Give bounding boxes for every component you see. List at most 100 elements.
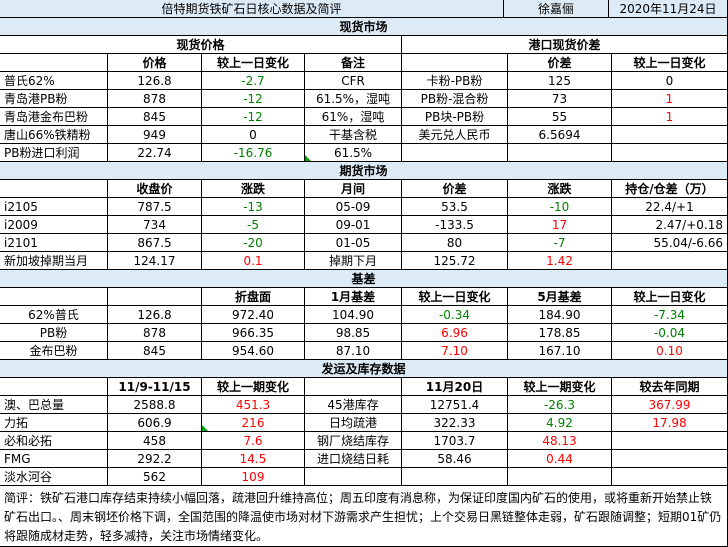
spot-change[interactable]: -2.7 — [202, 72, 305, 90]
spread-value[interactable]: 73 — [508, 90, 612, 108]
basis-col-jan[interactable]: 1月基差 — [305, 288, 402, 306]
stock-value[interactable] — [402, 468, 508, 486]
basis-disc[interactable]: 972.40 — [202, 306, 305, 324]
futures-col-change[interactable]: 涨跌 — [202, 180, 305, 198]
stock-change[interactable] — [508, 468, 612, 486]
futures-spread-change[interactable]: 17 — [508, 216, 612, 234]
spread-value[interactable]: 125 — [508, 72, 612, 90]
shipping-change[interactable]: 216 — [202, 414, 305, 432]
futures-close[interactable]: 787.5 — [108, 198, 202, 216]
spot-name[interactable]: 普氏62% — [0, 72, 108, 90]
shipping-change[interactable]: 109 — [202, 468, 305, 486]
stock-col-change[interactable]: 较上一期变化 — [508, 378, 612, 396]
stock-value[interactable]: 58.46 — [402, 450, 508, 468]
spot-col-price[interactable]: 价格 — [108, 54, 202, 72]
spot-change[interactable]: 0 — [202, 126, 305, 144]
stock-change[interactable]: 0.44 — [508, 450, 612, 468]
shipping-col-name[interactable] — [0, 378, 108, 396]
spread-name[interactable] — [402, 144, 508, 162]
spot-note[interactable]: 61.5% — [305, 144, 402, 162]
basis-may[interactable]: 178.85 — [508, 324, 612, 342]
basis-may[interactable]: 184.90 — [508, 306, 612, 324]
futures-oi[interactable] — [612, 252, 728, 270]
basis-jan[interactable]: 104.90 — [305, 306, 402, 324]
spread-col-name[interactable] — [402, 54, 508, 72]
futures-close[interactable]: 124.17 — [108, 252, 202, 270]
shipping-name[interactable]: FMG — [0, 450, 108, 468]
stock-yoy[interactable]: 17.98 — [612, 414, 728, 432]
spot-note[interactable]: CFR — [305, 72, 402, 90]
spread-name[interactable]: 卡粉-PB粉 — [402, 72, 508, 90]
shipping-name[interactable]: 澳、巴总量 — [0, 396, 108, 414]
spread-change[interactable]: 1 — [612, 90, 728, 108]
stock-change[interactable]: -26.3 — [508, 396, 612, 414]
basis-col-may-change[interactable]: 较上一日变化 — [612, 288, 728, 306]
basis-jan-change[interactable]: 7.10 — [402, 342, 508, 360]
spread-value[interactable]: 55 — [508, 108, 612, 126]
shipping-change[interactable]: 451.3 — [202, 396, 305, 414]
futures-change[interactable]: 0.1 — [202, 252, 305, 270]
spread-name[interactable]: 美元兑人民币 — [402, 126, 508, 144]
futures-name[interactable]: i2101 — [0, 234, 108, 252]
futures-change[interactable]: -5 — [202, 216, 305, 234]
futures-spread[interactable]: 125.72 — [402, 252, 508, 270]
basis-name[interactable]: 62%普氏 — [0, 306, 108, 324]
stock-yoy[interactable] — [612, 432, 728, 450]
spot-price[interactable]: 126.8 — [108, 72, 202, 90]
port-spread-heading[interactable]: 港口现货价差 — [402, 36, 728, 54]
shipping-value[interactable]: 562 — [108, 468, 202, 486]
futures-col-spread[interactable]: 价差 — [402, 180, 508, 198]
futures-pair[interactable]: 05-09 — [305, 198, 402, 216]
stock-name[interactable]: 进口烧结日耗 — [305, 450, 402, 468]
shipping-heading[interactable]: 发运及库存数据 — [0, 360, 728, 378]
report-title[interactable]: 倍特期货铁矿石日核心数据及简评 — [0, 0, 504, 18]
spot-note[interactable]: 干基含税 — [305, 126, 402, 144]
futures-spread[interactable]: 53.5 — [402, 198, 508, 216]
futures-close[interactable]: 867.5 — [108, 234, 202, 252]
spot-change[interactable]: -12 — [202, 90, 305, 108]
spot-name[interactable]: 青岛港金布巴粉 — [0, 108, 108, 126]
futures-col-month-spread[interactable]: 月间 — [305, 180, 402, 198]
stock-yoy[interactable] — [612, 450, 728, 468]
futures-col-close[interactable]: 收盘价 — [108, 180, 202, 198]
shipping-col-period[interactable]: 11/9-11/15 — [108, 378, 202, 396]
basis-heading[interactable]: 基差 — [0, 270, 728, 288]
basis-jan[interactable]: 98.85 — [305, 324, 402, 342]
futures-name[interactable]: i2009 — [0, 216, 108, 234]
futures-oi[interactable]: 55.04/-6.66 — [612, 234, 728, 252]
spot-col-change[interactable]: 较上一日变化 — [202, 54, 305, 72]
basis-name[interactable]: PB粉 — [0, 324, 108, 342]
basis-name[interactable]: 金布巴粉 — [0, 342, 108, 360]
basis-price[interactable]: 845 — [108, 342, 202, 360]
shipping-name[interactable]: 必和必拓 — [0, 432, 108, 450]
stock-col-yoy[interactable]: 较去年同期 — [612, 378, 728, 396]
futures-spread-change[interactable]: -7 — [508, 234, 612, 252]
stock-value[interactable]: 1703.7 — [402, 432, 508, 450]
futures-name[interactable]: i2105 — [0, 198, 108, 216]
stock-name[interactable] — [305, 468, 402, 486]
futures-pair[interactable]: 09-01 — [305, 216, 402, 234]
stock-yoy[interactable]: 367.99 — [612, 396, 728, 414]
spot-col-note[interactable]: 备注 — [305, 54, 402, 72]
basis-jan[interactable]: 87.10 — [305, 342, 402, 360]
futures-close[interactable]: 734 — [108, 216, 202, 234]
basis-col-name[interactable] — [0, 288, 108, 306]
stock-col-name[interactable] — [305, 378, 402, 396]
stock-change[interactable]: 48.13 — [508, 432, 612, 450]
spot-name[interactable]: 青岛港PB粉 — [0, 90, 108, 108]
futures-oi[interactable]: 22.4/+1 — [612, 198, 728, 216]
basis-may-change[interactable]: 0.10 — [612, 342, 728, 360]
basis-col-may[interactable]: 5月基差 — [508, 288, 612, 306]
basis-may-change[interactable]: -7.34 — [612, 306, 728, 324]
basis-col-price[interactable] — [108, 288, 202, 306]
basis-col-disc[interactable]: 折盘面 — [202, 288, 305, 306]
stock-value[interactable]: 12751.4 — [402, 396, 508, 414]
spread-name[interactable]: PB粉-混合粉 — [402, 90, 508, 108]
shipping-change[interactable]: 14.5 — [202, 450, 305, 468]
basis-jan-change[interactable]: -0.34 — [402, 306, 508, 324]
futures-col-spread-change[interactable]: 涨跌 — [508, 180, 612, 198]
spot-price[interactable]: 949 — [108, 126, 202, 144]
spot-col-name[interactable] — [0, 54, 108, 72]
spread-change[interactable] — [612, 144, 728, 162]
futures-change[interactable]: -20 — [202, 234, 305, 252]
